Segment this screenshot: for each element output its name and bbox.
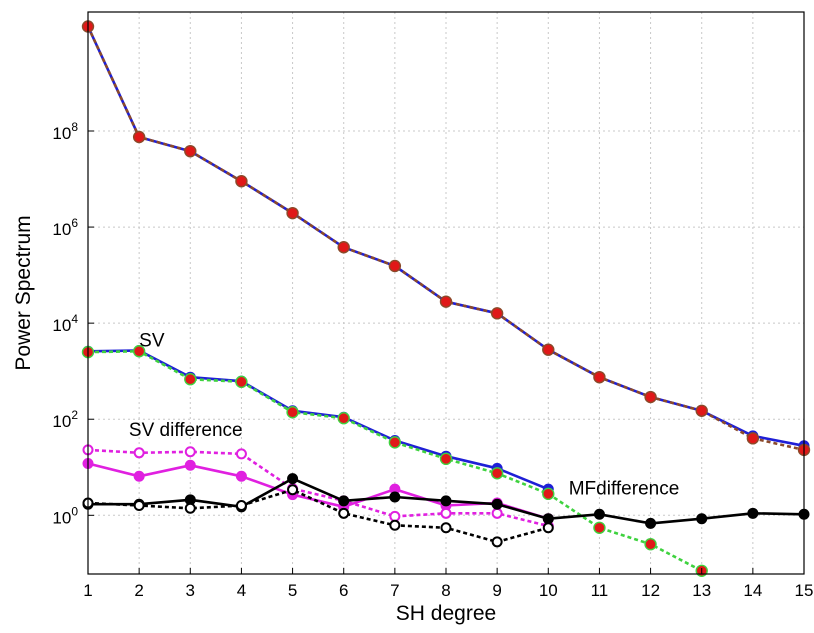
data-point — [235, 375, 248, 389]
data-point — [184, 446, 196, 458]
x-tick-label: 6 — [339, 581, 348, 600]
data-point — [440, 495, 452, 507]
data-point — [491, 536, 503, 548]
data-point — [644, 390, 657, 404]
data-point — [439, 295, 453, 308]
data-point — [184, 144, 197, 158]
data-point — [542, 487, 555, 501]
series-line — [87, 488, 549, 544]
data-point — [542, 343, 555, 356]
data-point — [287, 473, 299, 485]
data-point — [287, 484, 299, 496]
data-point — [491, 498, 503, 510]
data-point — [286, 206, 299, 220]
data-point — [542, 522, 554, 534]
y-tick-label: 108 — [52, 120, 78, 143]
y-tick-label: 102 — [52, 408, 78, 431]
data-point — [337, 412, 350, 425]
series-1 — [81, 20, 811, 457]
x-tick-label: 2 — [134, 581, 143, 600]
data-point — [490, 307, 504, 320]
x-tick-label: 12 — [641, 581, 660, 600]
data-point — [132, 345, 146, 358]
data-point — [746, 432, 760, 445]
annotation-label: SV — [139, 330, 165, 351]
x-tick-label: 15 — [795, 581, 814, 600]
data-point — [593, 370, 606, 384]
y-tick-label: 106 — [52, 216, 78, 239]
data-point — [338, 495, 350, 507]
data-point — [184, 502, 196, 514]
x-tick-label: 11 — [591, 581, 609, 600]
x-tick-label: 10 — [539, 581, 558, 600]
data-point — [389, 491, 401, 503]
data-point — [593, 508, 605, 520]
data-point — [133, 499, 145, 511]
x-axis-label: SH degree — [396, 602, 496, 625]
annotation-label: SV difference — [129, 420, 243, 441]
series-7 — [82, 484, 554, 548]
data-point — [389, 519, 401, 531]
data-point — [389, 510, 401, 522]
data-point — [235, 175, 248, 188]
x-tick-label: 8 — [441, 581, 450, 600]
annotation-label: MFdifference — [569, 479, 680, 500]
data-point — [388, 436, 402, 449]
data-point — [235, 448, 247, 460]
data-point — [286, 406, 299, 419]
data-point — [440, 522, 452, 534]
series-layer — [81, 20, 811, 577]
data-point — [133, 447, 145, 459]
y-axis-label: Power Spectrum — [12, 215, 35, 370]
data-point — [645, 517, 657, 529]
data-point — [542, 513, 554, 525]
x-tick-label: 3 — [186, 581, 195, 600]
data-point — [593, 521, 606, 534]
data-point — [440, 507, 452, 519]
data-point — [439, 452, 453, 466]
data-point — [490, 467, 504, 480]
data-point — [644, 538, 657, 551]
x-tick-label: 13 — [692, 581, 711, 600]
series-6 — [82, 473, 810, 529]
data-point — [184, 459, 196, 471]
data-point — [747, 507, 759, 519]
data-point — [132, 130, 146, 144]
data-point — [235, 499, 247, 511]
x-tick-label: 5 — [288, 581, 297, 600]
x-tick-label: 4 — [237, 581, 246, 600]
y-tick-label: 104 — [52, 312, 78, 335]
y-tick-label: 100 — [52, 504, 78, 527]
data-point — [235, 470, 247, 482]
x-tick-label: 1 — [83, 581, 92, 600]
data-point — [491, 507, 503, 519]
series-line — [87, 448, 549, 528]
data-point — [388, 259, 402, 273]
data-point — [184, 373, 197, 386]
annotations: SV SV difference MFdifference — [129, 330, 679, 499]
data-point — [338, 507, 350, 519]
data-point — [337, 241, 350, 254]
x-tick-label: 14 — [743, 581, 762, 600]
data-point — [133, 470, 145, 482]
data-point — [695, 404, 708, 417]
data-point — [696, 513, 708, 525]
x-tick-label: 9 — [492, 581, 501, 600]
x-tick-label: 7 — [390, 581, 399, 600]
